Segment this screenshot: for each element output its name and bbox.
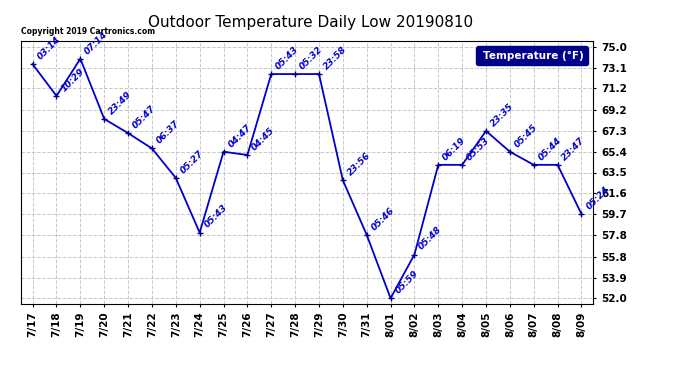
Text: 10:29: 10:29 [59, 66, 86, 93]
Text: 05:43: 05:43 [274, 45, 301, 71]
Text: 23:49: 23:49 [107, 90, 134, 116]
Text: 04:45: 04:45 [250, 126, 277, 152]
Text: 05:47: 05:47 [131, 104, 157, 130]
Text: 03:14: 03:14 [35, 35, 62, 62]
Text: 05:53: 05:53 [465, 135, 491, 162]
Text: 05:24: 05:24 [584, 184, 611, 211]
Text: 06:19: 06:19 [441, 135, 468, 162]
Text: 04:47: 04:47 [226, 122, 253, 149]
Text: 23:56: 23:56 [346, 151, 372, 177]
Text: 05:46: 05:46 [369, 206, 396, 232]
Text: 05:27: 05:27 [179, 148, 205, 175]
Text: 05:59: 05:59 [393, 269, 420, 296]
Text: 23:47: 23:47 [560, 135, 587, 162]
Text: 05:44: 05:44 [537, 135, 563, 162]
Text: 05:32: 05:32 [298, 45, 324, 71]
Text: Copyright 2019 Cartronics.com: Copyright 2019 Cartronics.com [21, 27, 155, 36]
Text: 23:58: 23:58 [322, 45, 348, 71]
Legend: Temperature (°F): Temperature (°F) [476, 46, 588, 65]
Text: Outdoor Temperature Daily Low 20190810: Outdoor Temperature Daily Low 20190810 [148, 15, 473, 30]
Text: 05:48: 05:48 [417, 225, 444, 252]
Text: 05:45: 05:45 [513, 122, 540, 149]
Text: 06:37: 06:37 [155, 119, 181, 146]
Text: 23:35: 23:35 [489, 102, 515, 128]
Text: 05:43: 05:43 [202, 203, 229, 230]
Text: 07:14: 07:14 [83, 29, 110, 56]
